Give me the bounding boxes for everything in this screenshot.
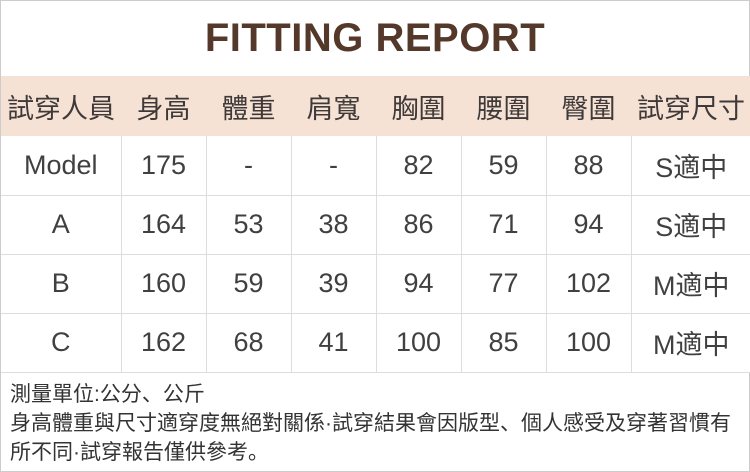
cell-tester: Model (1, 136, 122, 196)
cell-weight: 59 (206, 254, 292, 314)
cell-shoulder: - (291, 136, 377, 196)
cell-size: S適中 (631, 136, 750, 196)
cell-height: 175 (121, 136, 207, 196)
cell-hip: 100 (546, 313, 632, 373)
page-title: FITTING REPORT (204, 16, 546, 60)
fitting-table: 試穿人員 身高 體重 肩寬 胸圍 腰圍 臀圍 試穿尺寸 Model 175 - … (1, 76, 750, 373)
cell-size: S適中 (631, 195, 750, 255)
note-disclaimer: 身高體重與尺寸適穿度無絕對關係·試穿結果會因版型、個人感受及穿著習慣有所不同·試… (10, 411, 731, 464)
header-cell-waist: 腰圍 (461, 76, 546, 136)
cell-waist: 85 (461, 313, 547, 373)
header-cell-hip: 臀圍 (546, 76, 631, 136)
cell-shoulder: 39 (291, 254, 377, 314)
cell-height: 164 (121, 195, 207, 255)
table-row-b: B 160 59 39 94 77 102 M適中 (1, 254, 750, 314)
cell-weight: 68 (206, 313, 292, 373)
cell-shoulder: 38 (291, 195, 377, 255)
table-row-c: C 162 68 41 100 85 100 M適中 (1, 313, 750, 373)
table-row-model: Model 175 - - 82 59 88 S適中 (1, 136, 750, 196)
footer-notes: 測量單位:公分、公斤 身高體重與尺寸適穿度無絕對關係·試穿結果會因版型、個人感受… (1, 373, 749, 472)
header-cell-chest: 胸圍 (376, 76, 461, 136)
cell-tester: B (1, 254, 122, 314)
cell-waist: 71 (461, 195, 547, 255)
cell-chest: 86 (376, 195, 462, 255)
cell-chest: 82 (376, 136, 462, 196)
table-header-row: 試穿人員 身高 體重 肩寬 胸圍 腰圍 臀圍 試穿尺寸 (1, 76, 750, 136)
cell-shoulder: 41 (291, 313, 377, 373)
cell-hip: 102 (546, 254, 632, 314)
header-cell-tester: 試穿人員 (1, 76, 121, 136)
cell-waist: 59 (461, 136, 547, 196)
cell-hip: 88 (546, 136, 632, 196)
cell-height: 162 (121, 313, 207, 373)
cell-tester: C (1, 313, 122, 373)
note-measure-units: 測量單位:公分、公斤 (10, 382, 205, 406)
cell-waist: 77 (461, 254, 547, 314)
cell-hip: 94 (546, 195, 632, 255)
cell-weight: - (206, 136, 292, 196)
table-row-a: A 164 53 38 86 71 94 S適中 (1, 195, 750, 255)
cell-chest: 94 (376, 254, 462, 314)
cell-height: 160 (121, 254, 207, 314)
header-cell-weight: 體重 (206, 76, 291, 136)
header-cell-height: 身高 (121, 76, 206, 136)
cell-chest: 100 (376, 313, 462, 373)
header-cell-size: 試穿尺寸 (631, 76, 750, 136)
cell-weight: 53 (206, 195, 292, 255)
cell-size: M適中 (631, 254, 750, 314)
cell-size: M適中 (631, 313, 750, 373)
title-bar: FITTING REPORT (1, 1, 749, 76)
header-cell-shoulder: 肩寬 (291, 76, 376, 136)
cell-tester: A (1, 195, 122, 255)
